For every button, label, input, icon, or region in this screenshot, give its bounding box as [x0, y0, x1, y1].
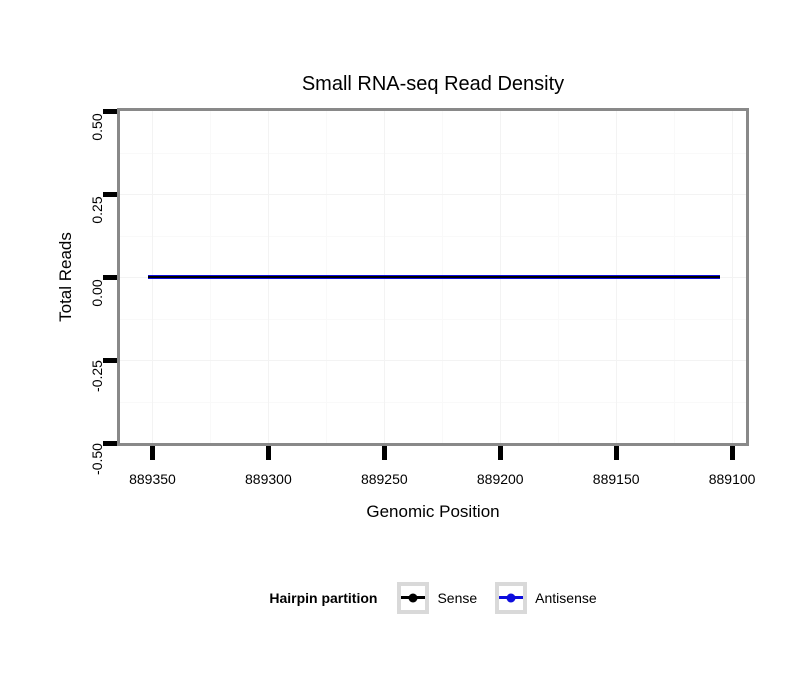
legend-key-dot: [408, 593, 418, 603]
gridline-major-h: [120, 194, 746, 195]
x-tick-label: 889150: [592, 471, 640, 487]
x-tick: [497, 446, 503, 460]
y-tick: [103, 440, 117, 446]
legend-entries: Sense Antisense: [397, 582, 597, 614]
gridline-minor-h: [120, 235, 746, 237]
y-tick-label: 0.25: [89, 196, 105, 224]
x-tick: [381, 446, 387, 460]
gridline-minor-h: [120, 401, 746, 403]
legend-title: Hairpin partition: [269, 590, 378, 606]
legend: Hairpin partition Sense Antisense: [117, 581, 749, 615]
legend-key-icon: [397, 582, 430, 614]
legend-entry-label: Sense: [437, 590, 478, 606]
y-tick: [103, 108, 117, 114]
x-tick-label: 889300: [245, 471, 292, 487]
y-tick-label: -0.50: [89, 443, 105, 475]
x-tick: [613, 446, 619, 460]
x-tick: [729, 446, 735, 460]
gridline-minor-h: [120, 318, 746, 320]
legend-key-dot: [506, 593, 516, 603]
x-tick-label: 889100: [708, 471, 756, 487]
legend-entry-label: Antisense: [535, 590, 597, 606]
legend-entry: Sense: [397, 582, 477, 614]
chart-title: Small RNA-seq Read Density: [301, 73, 565, 95]
y-tick-label: 0.00: [89, 279, 105, 307]
plot-panel: [117, 108, 749, 446]
legend-entry: Antisense: [495, 582, 597, 614]
y-tick-label: 0.50: [89, 113, 105, 141]
y-tick: [103, 357, 117, 363]
x-tick: [149, 446, 155, 460]
gridline-minor-h: [120, 152, 746, 154]
x-tick: [265, 446, 271, 460]
x-tick-label: 889350: [129, 471, 176, 487]
x-axis-title: Genomic Position: [366, 502, 500, 521]
gridline-major-h: [120, 360, 746, 361]
y-tick: [103, 274, 117, 280]
y-tick: [103, 191, 117, 197]
y-tick-label: -0.25: [89, 360, 105, 392]
x-tick-label: 889250: [360, 471, 408, 487]
series-line-sense: [147, 276, 721, 278]
legend-key-icon: [495, 582, 528, 614]
x-tick-label: 889200: [476, 471, 524, 487]
y-axis-title: Total Reads: [56, 232, 75, 322]
